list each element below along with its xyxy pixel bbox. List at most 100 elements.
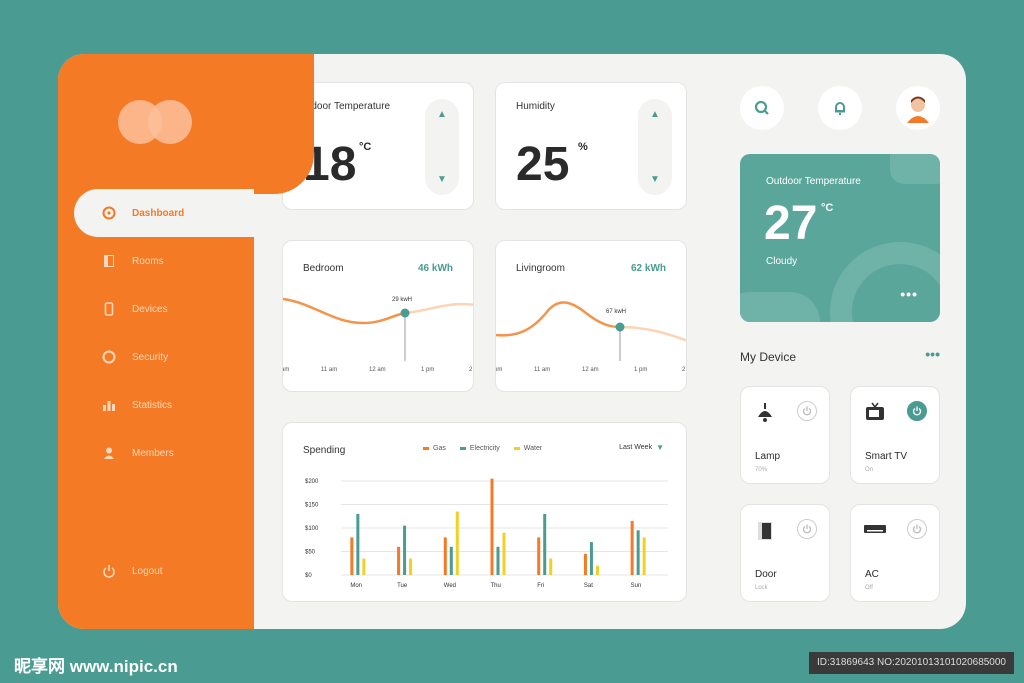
bar-electricity-sun[interactable] bbox=[636, 530, 640, 575]
y-tick-label: $0 bbox=[305, 573, 312, 579]
bar-gas-thu[interactable] bbox=[490, 478, 494, 575]
bar-electricity-thu[interactable] bbox=[496, 546, 500, 575]
power-icon bbox=[802, 406, 812, 416]
bar-electricity-wed[interactable] bbox=[449, 546, 453, 575]
spending-legend: Gas Electricity Water bbox=[423, 445, 542, 452]
bedroom-title: Bedroom bbox=[303, 263, 344, 274]
y-tick-label: $200 bbox=[305, 479, 319, 485]
bedroom-marker[interactable] bbox=[400, 308, 410, 318]
sidebar-item-label: Statistics bbox=[132, 399, 173, 411]
device-name: Smart TV bbox=[865, 451, 908, 462]
logo bbox=[118, 100, 194, 144]
chevron-up-icon[interactable]: ▲ bbox=[650, 109, 660, 120]
bar-gas-sun[interactable] bbox=[630, 520, 634, 575]
x-tick-label: Thu bbox=[491, 583, 501, 589]
door-power-toggle[interactable] bbox=[797, 519, 817, 539]
y-tick-label: $50 bbox=[305, 550, 316, 556]
x-tick-label: Sun bbox=[631, 583, 642, 589]
device-card-door[interactable]: Door Lock bbox=[740, 504, 830, 602]
sidebar-item-rooms[interactable]: Rooms bbox=[58, 237, 254, 285]
livingroom-energy-chart: 67 kwH pm 11 am 12 am 1 pm 2 bbox=[496, 301, 686, 373]
user-avatar-icon bbox=[907, 96, 929, 123]
main-panel: Indoor Temperature 18 °C ▲ ▼ Humidity 25… bbox=[254, 54, 716, 629]
spending-title: Spending bbox=[303, 445, 346, 456]
logout-button[interactable]: Logout bbox=[102, 564, 163, 578]
device-status: On bbox=[865, 467, 874, 473]
legend-item-gas: Gas bbox=[423, 445, 446, 452]
tick-label: 11 am bbox=[321, 367, 337, 373]
tick-label: 12 am bbox=[369, 367, 386, 373]
lamp-power-toggle[interactable] bbox=[797, 401, 817, 421]
x-tick-label: Fri bbox=[537, 583, 544, 589]
bar-gas-sat[interactable] bbox=[583, 553, 587, 575]
my-device-more-button[interactable]: ••• bbox=[925, 346, 940, 362]
lamp-icon bbox=[758, 403, 772, 422]
my-device-title: My Device bbox=[740, 350, 797, 364]
bar-water-tue[interactable] bbox=[409, 558, 413, 575]
outdoor-condition: Cloudy bbox=[766, 256, 798, 267]
legend-item-water: Water bbox=[513, 445, 542, 452]
tick-label: 2 bbox=[469, 367, 473, 373]
livingroom-marker[interactable] bbox=[615, 322, 625, 332]
sidebar-item-members[interactable]: Members bbox=[58, 429, 254, 477]
smart-tv-power-toggle[interactable] bbox=[907, 401, 927, 421]
notifications-button[interactable] bbox=[818, 86, 862, 130]
sidebar-item-statistics[interactable]: Statistics bbox=[58, 381, 254, 429]
x-tick-label: Tue bbox=[397, 583, 408, 589]
chevron-down-icon: ▼ bbox=[656, 443, 664, 452]
avatar[interactable] bbox=[896, 86, 940, 130]
humidity-unit: % bbox=[578, 141, 588, 153]
device-status: 70% bbox=[755, 467, 768, 473]
watermark: 昵享网 www.nipic.cn bbox=[14, 657, 178, 676]
chevron-down-icon[interactable]: ▼ bbox=[437, 174, 447, 185]
device-card-ac[interactable]: AC Off bbox=[850, 504, 940, 602]
bar-electricity-tue[interactable] bbox=[403, 525, 407, 575]
outdoor-more-button[interactable]: ••• bbox=[900, 286, 918, 302]
bar-water-sun[interactable] bbox=[642, 537, 646, 575]
tick-label: am bbox=[283, 367, 289, 373]
search-icon bbox=[754, 100, 769, 115]
sidebar-item-security[interactable]: Security bbox=[58, 333, 254, 381]
chevron-down-icon[interactable]: ▼ bbox=[650, 174, 660, 185]
outdoor-temperature-unit: °C bbox=[821, 202, 834, 214]
device-card-lamp[interactable]: Lamp 70% bbox=[740, 386, 830, 484]
search-button[interactable] bbox=[740, 86, 784, 130]
tick-label: 1 pm bbox=[634, 367, 647, 373]
bar-gas-mon[interactable] bbox=[350, 537, 354, 575]
period-dropdown[interactable]: Last Week ▼ bbox=[619, 443, 664, 452]
x-tick-label: Mon bbox=[350, 583, 362, 589]
x-tick-label: Wed bbox=[444, 583, 456, 589]
bar-gas-fri[interactable] bbox=[537, 537, 541, 575]
image-id-bar: ID:31869643 NO:20201013101020685000 bbox=[808, 652, 1014, 674]
outdoor-temperature-value: 27 bbox=[764, 197, 818, 250]
device-name: Lamp bbox=[755, 451, 781, 462]
bar-electricity-mon[interactable] bbox=[356, 513, 360, 575]
sidebar-curve bbox=[254, 54, 314, 194]
livingroom-energy-card: Livingroom 62 kWh 67 kwH pm 11 am 12 am … bbox=[495, 240, 687, 392]
ac-power-toggle[interactable] bbox=[907, 519, 927, 539]
device-name: AC bbox=[865, 569, 879, 580]
sidebar-item-dashboard[interactable]: Dashboard bbox=[74, 189, 254, 237]
tick-label: 12 am bbox=[582, 367, 599, 373]
bar-gas-wed[interactable] bbox=[443, 537, 447, 575]
device-card-smart-tv[interactable]: Smart TV On bbox=[850, 386, 940, 484]
sidebar-item-devices[interactable]: Devices bbox=[58, 285, 254, 333]
bar-water-thu[interactable] bbox=[502, 532, 506, 575]
device-name: Door bbox=[755, 569, 777, 580]
bar-water-sat[interactable] bbox=[595, 565, 599, 575]
bar-electricity-fri[interactable] bbox=[543, 513, 547, 575]
bar-gas-tue[interactable] bbox=[397, 546, 401, 575]
tv-icon bbox=[866, 402, 884, 420]
chevron-up-icon[interactable]: ▲ bbox=[437, 109, 447, 120]
bar-electricity-sat[interactable] bbox=[589, 542, 593, 575]
bar-water-fri[interactable] bbox=[549, 558, 553, 575]
device-status: Off bbox=[865, 585, 873, 591]
chart-icon bbox=[102, 398, 116, 412]
y-tick-label: $150 bbox=[305, 503, 319, 509]
sidebar-item-label: Rooms bbox=[132, 255, 164, 267]
outdoor-temperature-title: Outdoor Temperature bbox=[766, 176, 861, 187]
bar-water-mon[interactable] bbox=[362, 558, 366, 575]
tick-label: 1 pm bbox=[421, 367, 434, 373]
shield-icon bbox=[102, 350, 116, 364]
bar-water-wed[interactable] bbox=[455, 511, 459, 575]
